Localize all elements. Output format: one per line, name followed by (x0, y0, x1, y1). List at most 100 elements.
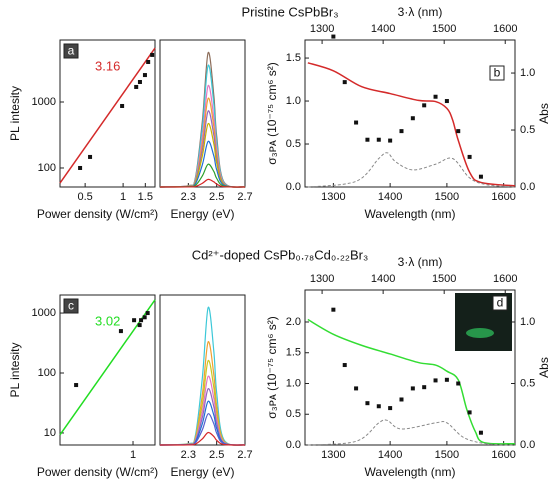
x-tick-label: 2.7 (237, 449, 252, 461)
panel-label-box (63, 43, 79, 59)
plot-frame (159, 39, 246, 188)
y2-tick-label: 0.5 (520, 124, 535, 136)
data-point (444, 99, 449, 104)
x-tick-label: 2.3 (181, 191, 196, 203)
x-tick-label: 1 (120, 191, 126, 203)
plot-frame (159, 294, 246, 446)
plot-frame (59, 294, 156, 446)
photo-glow (466, 328, 494, 338)
top-x-tick-label: 1600 (493, 273, 517, 285)
panel-label: a (68, 44, 75, 58)
data-point (456, 129, 461, 134)
panel-label-group: d (492, 295, 508, 311)
plot-frame (304, 39, 516, 188)
data-point (118, 329, 123, 334)
data-point (467, 154, 472, 159)
y2-tick-label: 0.0 (520, 181, 535, 193)
fit-line (59, 47, 156, 184)
data-point (444, 377, 449, 382)
x-tick-label: 1500 (435, 449, 459, 461)
data-point (150, 52, 155, 57)
x-tick-label: 1400 (378, 449, 402, 461)
fit-line (59, 299, 156, 436)
data-point (74, 383, 79, 388)
data-point (376, 404, 381, 409)
data-point (376, 137, 381, 142)
x-tick-label: 2.5 (209, 449, 224, 461)
data-point (433, 378, 438, 383)
absorption-line (307, 419, 516, 446)
data-point (145, 311, 150, 316)
panel-label-box (63, 298, 79, 314)
data-point (410, 116, 415, 121)
spectrum-line (159, 97, 246, 188)
y-tick-label: 10 (44, 427, 56, 439)
top-axis-label: 3·λ (nm) (398, 255, 443, 269)
top-x-tick-label: 1400 (371, 23, 395, 35)
spectrum-line (159, 178, 246, 188)
top-x-tick-label: 1300 (310, 273, 334, 285)
x-tick-label: 1500 (435, 191, 459, 203)
top-axis-label: 3·λ (nm) (398, 5, 443, 19)
data-point (422, 103, 427, 108)
y-tick-label: 1.0 (286, 95, 301, 107)
y-axis-label: σ₃ᴘᴀ (10⁻⁷⁵ cm⁶ s²) (265, 316, 279, 418)
y-tick-label: 100 (38, 367, 56, 379)
y2-axis-label: Abs (537, 357, 550, 378)
panel-label: c (68, 299, 74, 313)
y-tick-label: 100 (38, 162, 56, 174)
x-tick-label: 1400 (378, 191, 402, 203)
x-tick-label: 2.7 (237, 191, 252, 203)
y2-tick-label: 0.5 (520, 377, 535, 389)
spectrum-line (159, 85, 246, 188)
absorption-line (307, 152, 516, 188)
spectrum-line (159, 64, 246, 188)
x-tick-label: 1300 (321, 449, 345, 461)
y2-tick-label: 1.0 (520, 316, 535, 328)
data-point (137, 323, 142, 328)
x-tick-label: 2.5 (209, 191, 224, 203)
row-title: Pristine CsPbBr₃ (241, 4, 338, 19)
data-point (331, 34, 336, 39)
top-x-tick-label: 1400 (371, 273, 395, 285)
panel-label: b (494, 66, 501, 80)
x-tick-label: 1 (130, 449, 136, 461)
top-x-tick-label: 1500 (432, 273, 456, 285)
y-tick-label: 1000 (32, 96, 56, 108)
y2-tick-label: 0.0 (520, 439, 535, 451)
x-tick-label: 1600 (491, 449, 515, 461)
x-tick-label: 1600 (491, 191, 515, 203)
data-point (137, 79, 142, 84)
data-point (134, 84, 139, 89)
wavelength-panel: 1300 1400 1500 1600 1300 1400 1500 1600 0.0 0.5 1.… (265, 255, 550, 479)
data-point (331, 307, 336, 312)
data-point (410, 386, 415, 391)
data-point (388, 138, 393, 143)
y-tick-label: 0.0 (286, 439, 301, 451)
data-point (478, 430, 483, 435)
y-axis-label: PL intesity (8, 343, 22, 398)
plot-frame (304, 289, 516, 446)
x-tick-label: 0.5 (77, 191, 92, 203)
panel-label-group: b (489, 65, 505, 81)
y-tick-label: 2.0 (286, 316, 301, 328)
y-tick-label: 1.5 (286, 52, 301, 64)
y-tick-label: 0.5 (286, 408, 301, 420)
annotation: 3.02 (95, 313, 120, 328)
data-point (139, 318, 144, 323)
data-point (456, 381, 461, 386)
plot-frame (59, 39, 156, 188)
y-tick-label: 0.0 (286, 181, 301, 193)
data-point (132, 318, 137, 323)
data-point (342, 363, 347, 368)
x-tick-label: 1300 (321, 191, 345, 203)
x-axis-label: Power density (W/cm²) (37, 207, 158, 221)
data-point (478, 174, 483, 179)
x-tick-label: 1.5 (138, 191, 153, 203)
absorption-line (307, 318, 516, 445)
data-point (354, 120, 359, 125)
data-point (422, 385, 427, 390)
